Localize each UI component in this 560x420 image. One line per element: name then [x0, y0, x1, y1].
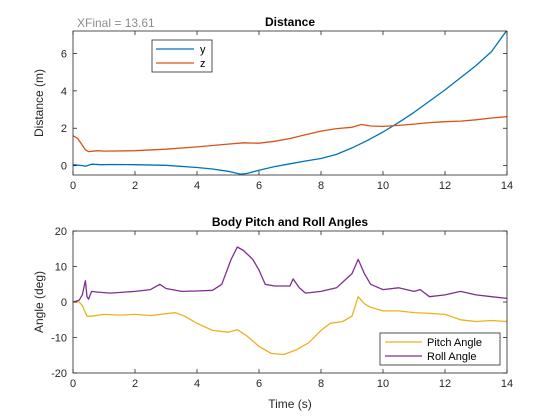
chart-title: Distance	[265, 15, 315, 29]
series-line-y	[73, 31, 507, 175]
x-tick-label: 10	[377, 378, 389, 390]
axes-1: 0 2 4 6 8 10 12 14 0 2 4 6 Distance Distance (m) XFina…	[32, 15, 513, 192]
y-tick-label: 2	[61, 123, 67, 135]
x-tick-label: 14	[501, 378, 513, 390]
x-axis-label: Time (s)	[268, 397, 312, 411]
x-tick-label: 8	[318, 180, 324, 192]
x-tick-label: 4	[194, 378, 200, 390]
series-line-pitch-angle	[73, 296, 507, 356]
y-tick-label: -10	[51, 333, 67, 345]
legend-label: y	[200, 44, 206, 56]
y-tick-label: -20	[51, 368, 67, 380]
chart-title: Body Pitch and Roll Angles	[212, 215, 369, 229]
y-tick-label: 20	[55, 226, 67, 238]
x-tick-label: 12	[439, 180, 451, 192]
x-tick-label: 0	[70, 378, 76, 390]
legend-box	[151, 39, 213, 73]
y-tick-label: 6	[61, 48, 67, 60]
x-tick-label: 4	[194, 180, 200, 192]
y-axis-label: Angle (deg)	[32, 271, 46, 333]
x-tick-label: 0	[70, 180, 76, 192]
x-tick-label: 8	[318, 378, 324, 390]
legend-label: Pitch Angle	[427, 337, 482, 349]
series-line-roll-angle	[73, 246, 507, 303]
legend-label: Roll Angle	[427, 351, 477, 363]
x-tick-label: 6	[256, 180, 262, 192]
axes-2: 0 2 4 6 8 10 12 14 -20 -10 0 10 20 Body Pitch and Rol…	[32, 215, 513, 411]
axes-box	[72, 30, 508, 176]
legend-label: z	[200, 58, 206, 70]
x-tick-label: 6	[256, 378, 262, 390]
plot-area	[73, 31, 507, 175]
x-tick-label: 2	[132, 180, 138, 192]
y-tick-label: 0	[61, 297, 67, 309]
series-line-z	[73, 116, 507, 153]
y-tick-label: 4	[61, 86, 67, 98]
y-axis-label: Distance (m)	[32, 69, 46, 137]
legend: Pitch Angle Roll Angle	[379, 332, 501, 366]
xfinal-annotation: XFinal = 13.61	[77, 16, 155, 30]
y-tick-label: 10	[55, 262, 67, 274]
y-tick-label: 0	[61, 161, 67, 173]
x-tick-label: 2	[132, 378, 138, 390]
x-tick-label: 14	[501, 180, 513, 192]
x-tick-label: 12	[439, 378, 451, 390]
legend: yz	[151, 39, 213, 73]
legend-box	[379, 332, 501, 366]
x-tick-label: 10	[377, 180, 389, 192]
